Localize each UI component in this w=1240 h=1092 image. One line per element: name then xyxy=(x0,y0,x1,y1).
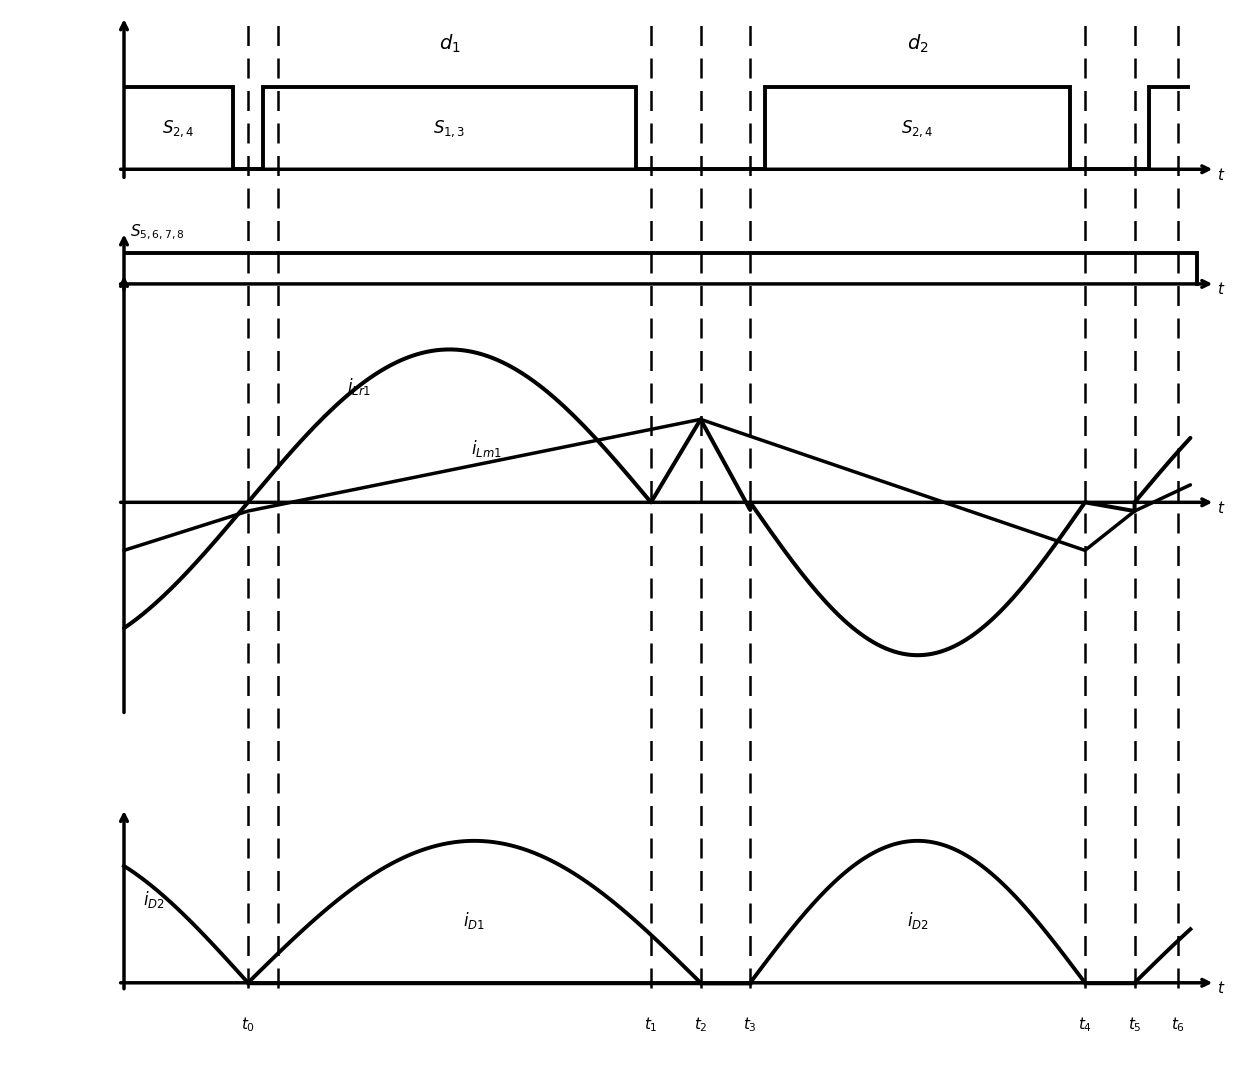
Text: $t_5$: $t_5$ xyxy=(1127,1016,1142,1034)
Text: $i_{Lr1}$: $i_{Lr1}$ xyxy=(347,377,372,397)
Text: $t_3$: $t_3$ xyxy=(743,1016,758,1034)
Text: $i_{D2}$: $i_{D2}$ xyxy=(906,910,929,931)
Text: $t_0$: $t_0$ xyxy=(241,1016,255,1034)
Text: $t$: $t$ xyxy=(1218,500,1225,515)
Text: $S_{1,3}$: $S_{1,3}$ xyxy=(433,118,466,139)
Text: $i_{D1}$: $i_{D1}$ xyxy=(464,910,485,931)
Text: $S_{5,6,7,8}$: $S_{5,6,7,8}$ xyxy=(130,223,185,242)
Text: $d_1$: $d_1$ xyxy=(439,33,460,55)
Text: $t$: $t$ xyxy=(1218,167,1225,182)
Text: $t$: $t$ xyxy=(1218,981,1225,996)
Text: $S_{2,4}$: $S_{2,4}$ xyxy=(901,118,934,139)
Text: $t_4$: $t_4$ xyxy=(1078,1016,1092,1034)
Text: $t$: $t$ xyxy=(1218,282,1225,297)
Text: $t_6$: $t_6$ xyxy=(1171,1016,1185,1034)
Text: $i_{Lm1}$: $i_{Lm1}$ xyxy=(471,438,502,460)
Text: $S_{2,4}$: $S_{2,4}$ xyxy=(162,118,195,139)
Text: $t_1$: $t_1$ xyxy=(644,1016,658,1034)
Text: $i_{D2}$: $i_{D2}$ xyxy=(143,889,165,910)
Text: $d_2$: $d_2$ xyxy=(906,33,929,55)
Text: $t_2$: $t_2$ xyxy=(693,1016,708,1034)
